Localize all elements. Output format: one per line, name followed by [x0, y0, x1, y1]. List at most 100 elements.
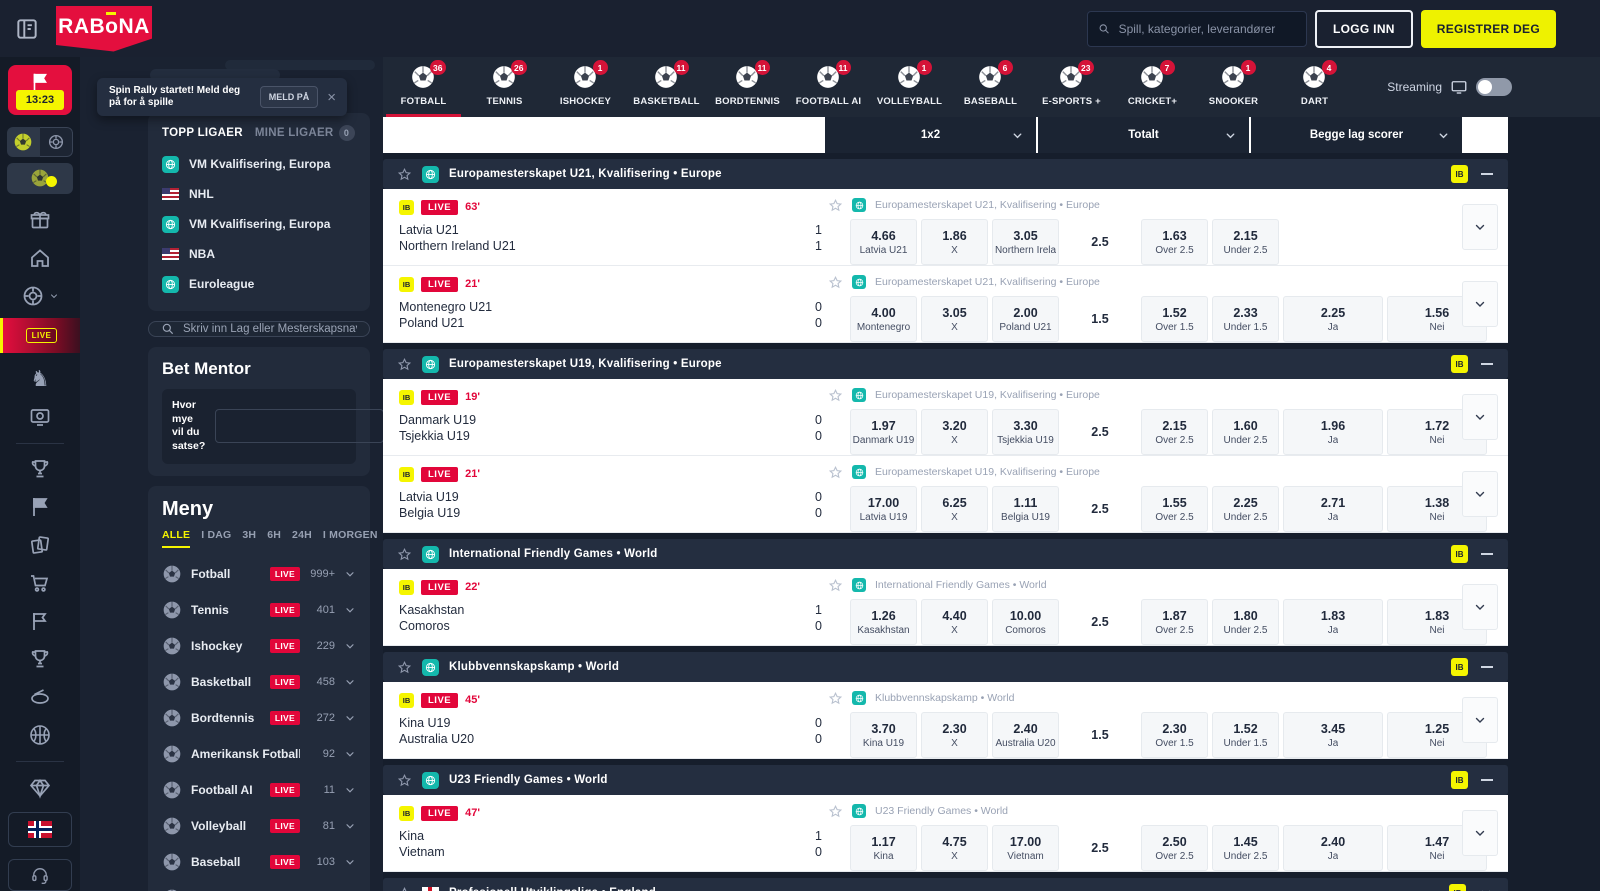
- tab-top-leagues[interactable]: TOPP LIGAER: [162, 127, 243, 139]
- vip-button[interactable]: [28, 776, 52, 800]
- collapse-group-icon[interactable]: [1481, 553, 1493, 555]
- odds-btts-yes[interactable]: 2.25 Ja: [1283, 296, 1383, 342]
- odds-home[interactable]: 17.00 Latvia U19: [850, 486, 917, 532]
- odds-over[interactable]: 1.63 Over 2.5: [1141, 219, 1208, 265]
- sidebar-sport-fotball[interactable]: Fotball LIVE 999+: [162, 556, 356, 592]
- odds-home[interactable]: 1.26 Kasakhstan: [850, 599, 917, 645]
- odds-home[interactable]: 4.00 Montenegro: [850, 296, 917, 342]
- tab-tennis[interactable]: 26 TENNIS: [464, 57, 545, 117]
- expand-match-button[interactable]: [1462, 697, 1498, 743]
- login-button[interactable]: LOGG INN: [1315, 9, 1413, 48]
- promo-timer-card[interactable]: 13:23: [8, 65, 72, 115]
- sidebar-sport-bordtennis[interactable]: Bordtennis LIVE 272: [162, 700, 356, 736]
- tab-basketball[interactable]: 11 BASKETBALL: [626, 57, 707, 117]
- shop-button[interactable]: [28, 571, 52, 595]
- odds-over[interactable]: 1.55 Over 2.5: [1141, 486, 1208, 532]
- market-dropdown-2[interactable]: Totalt: [1038, 117, 1249, 153]
- tab-e-sports-[interactable]: 23 E-SPORTS +: [1031, 57, 1112, 117]
- tab-fotball[interactable]: 36 FOTBALL: [383, 57, 464, 117]
- sidebar-sport-volleyball[interactable]: Volleyball LIVE 81: [162, 808, 356, 844]
- stake-input[interactable]: [215, 409, 383, 444]
- sports-toggle-button[interactable]: [7, 126, 40, 157]
- tab-football-ai[interactable]: 11 FOOTBALL AI: [788, 57, 869, 117]
- odds-home[interactable]: 1.17 Kina: [850, 825, 917, 871]
- odds-draw[interactable]: 3.05 X: [921, 296, 988, 342]
- time-filter-i-dag[interactable]: I DAG: [201, 528, 232, 541]
- casino-toggle-button[interactable]: [39, 126, 73, 157]
- home-button[interactable]: [28, 246, 52, 270]
- streaming-toggle[interactable]: [1476, 78, 1512, 96]
- odds-btts-yes[interactable]: 2.71 Ja: [1283, 486, 1383, 532]
- collapse-group-icon[interactable]: [1481, 666, 1493, 668]
- odds-over[interactable]: 2.30 Over 1.5: [1141, 712, 1208, 758]
- support-button[interactable]: [8, 859, 72, 891]
- odds-over[interactable]: 1.87 Over 2.5: [1141, 599, 1208, 645]
- sidebar-sport-football-ai[interactable]: Football AI LIVE 11: [162, 772, 356, 808]
- time-filter-6h[interactable]: 6H: [267, 528, 282, 541]
- odds-over[interactable]: 1.52 Over 1.5: [1141, 296, 1208, 342]
- sidebar-league-item[interactable]: NHL: [162, 179, 356, 209]
- tab-bordtennis[interactable]: 11 BORDTENNIS: [707, 57, 788, 117]
- active-sport-button[interactable]: [7, 162, 73, 195]
- collapse-group-icon[interactable]: [1481, 363, 1493, 365]
- odds-under[interactable]: 1.60 Under 2.5: [1212, 409, 1279, 455]
- promotions-button[interactable]: [28, 208, 52, 232]
- sidebar-sport-ishockey[interactable]: Ishockey LIVE 229: [162, 628, 356, 664]
- casino-menu-button[interactable]: [21, 284, 59, 308]
- competition-header[interactable]: U23 Friendly Games • World IB: [383, 765, 1508, 795]
- odds-away[interactable]: 2.40 Australia U20: [992, 712, 1059, 758]
- odds-away[interactable]: 17.00 Vietnam: [992, 825, 1059, 871]
- leaderboard-button[interactable]: [28, 647, 52, 671]
- odds-draw[interactable]: 3.20 X: [921, 409, 988, 455]
- odds-draw[interactable]: 4.75 X: [921, 825, 988, 871]
- sidebar-league-item[interactable]: VM Kvalifisering, Europa: [162, 209, 356, 239]
- expand-match-button[interactable]: [1462, 281, 1498, 327]
- odds-under[interactable]: 1.80 Under 2.5: [1212, 599, 1279, 645]
- register-button[interactable]: REGISTRER DEG: [1420, 9, 1556, 48]
- time-filter-alle[interactable]: ALLE: [162, 529, 191, 548]
- races-button[interactable]: [28, 495, 52, 519]
- odds-away[interactable]: 3.05 Northern Irela: [992, 219, 1059, 265]
- tab-cricket-[interactable]: 7 CRICKET+: [1112, 57, 1193, 117]
- odds-over[interactable]: 2.15 Over 2.5: [1141, 409, 1208, 455]
- tournaments-button[interactable]: [28, 457, 52, 481]
- tab-snooker[interactable]: 1 SNOOKER: [1193, 57, 1274, 117]
- rabona-logo[interactable]: RABoNA: [56, 5, 152, 52]
- collapse-sidebar-icon[interactable]: [14, 16, 40, 42]
- sidebar-league-item[interactable]: Euroleague: [162, 269, 356, 299]
- expand-match-button[interactable]: [1462, 471, 1498, 517]
- time-filter-24h[interactable]: 24H: [292, 528, 312, 541]
- card-games-button[interactable]: [28, 533, 52, 557]
- odds-draw[interactable]: 6.25 X: [921, 486, 988, 532]
- odds-home[interactable]: 3.70 Kina U19: [850, 712, 917, 758]
- expand-match-button[interactable]: [1462, 810, 1498, 856]
- competition-header[interactable]: Europamesterskapet U19, Kvalifisering • …: [383, 349, 1508, 379]
- sidebar-sport-amerikansk-fotball[interactable]: Amerikansk Fotball 92: [162, 736, 356, 772]
- language-button[interactable]: [8, 812, 72, 848]
- odds-btts-yes[interactable]: 2.40 Ja: [1283, 825, 1383, 871]
- sidebar-sport-futsal[interactable]: Futsal6: [162, 880, 356, 891]
- market-dropdown-3[interactable]: Begge lag scorer: [1251, 117, 1462, 153]
- tab-volleyball[interactable]: 1 VOLLEYBALL: [869, 57, 950, 117]
- wheel-button[interactable]: [28, 723, 52, 747]
- global-search[interactable]: [1087, 10, 1308, 47]
- odds-over[interactable]: 2.50 Over 2.5: [1141, 825, 1208, 871]
- horse-racing-button[interactable]: ♞: [30, 366, 50, 391]
- close-icon[interactable]: ×: [327, 88, 336, 106]
- odds-home[interactable]: 4.66 Latvia U21: [850, 219, 917, 265]
- team-search-input[interactable]: [183, 323, 357, 335]
- competition-header[interactable]: Profesjonell Utviklingsliga • England IB: [383, 878, 1508, 891]
- odds-draw[interactable]: 2.30 X: [921, 712, 988, 758]
- odds-draw[interactable]: 4.40 X: [921, 599, 988, 645]
- odds-btts-yes[interactable]: 1.96 Ja: [1283, 409, 1383, 455]
- odds-under[interactable]: 2.33 Under 1.5: [1212, 296, 1279, 342]
- tab-ishockey[interactable]: 1 ISHOCKEY: [545, 57, 626, 117]
- tv-games-button[interactable]: [28, 405, 52, 429]
- live-betting-button[interactable]: LIVE: [0, 318, 80, 353]
- missions-button[interactable]: [28, 609, 52, 633]
- market-dropdown-1[interactable]: 1x2: [825, 117, 1036, 153]
- odds-btts-yes[interactable]: 3.45 Ja: [1283, 712, 1383, 758]
- odds-under[interactable]: 1.52 Under 1.5: [1212, 712, 1279, 758]
- search-input[interactable]: [1118, 21, 1297, 36]
- sidebar-league-item[interactable]: VM Kvalifisering, Europa: [162, 149, 356, 179]
